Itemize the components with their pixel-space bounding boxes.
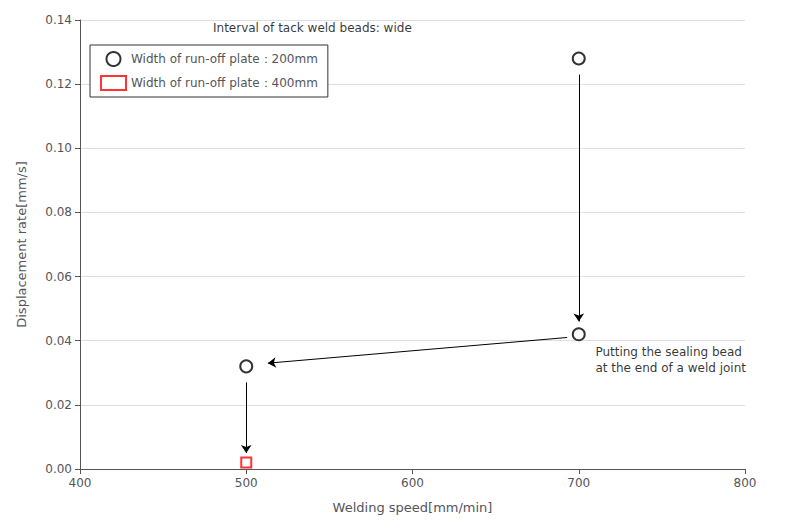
svg-text:0.06: 0.06 [45, 270, 72, 284]
svg-text:0.04: 0.04 [45, 334, 72, 348]
svg-text:0.12: 0.12 [45, 77, 72, 91]
svg-text:700: 700 [567, 476, 590, 490]
svg-text:0.02: 0.02 [45, 398, 72, 412]
svg-text:0.10: 0.10 [45, 141, 72, 155]
svg-text:at the end of a weld joint: at the end of a weld joint [595, 361, 746, 375]
svg-text:600: 600 [401, 476, 424, 490]
svg-text:Interval of tack weld beads: w: Interval of tack weld beads: wide [213, 21, 412, 35]
svg-text:800: 800 [734, 476, 757, 490]
svg-text:400: 400 [69, 476, 92, 490]
svg-text:500: 500 [235, 476, 258, 490]
svg-text:0.08: 0.08 [45, 205, 72, 219]
svg-text:Displacement rate[mm/s]: Displacement rate[mm/s] [14, 161, 29, 328]
svg-text:Width of run-off plate：200mm: Width of run-off plate：200mm [131, 52, 318, 66]
svg-text:Welding speed[mm/min]: Welding speed[mm/min] [333, 500, 493, 515]
svg-text:Putting the sealing bead: Putting the sealing bead [595, 345, 742, 359]
svg-text:0.14: 0.14 [45, 13, 72, 27]
svg-text:Width of run-off plate：400mm: Width of run-off plate：400mm [131, 76, 318, 90]
svg-text:0.00: 0.00 [45, 462, 72, 476]
